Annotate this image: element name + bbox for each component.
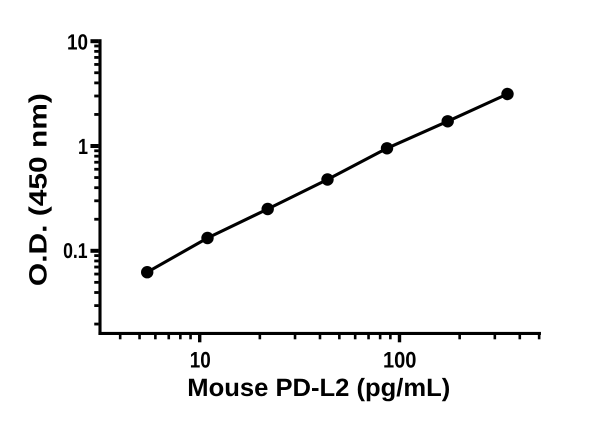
svg-text:O.D. (450 nm): O.D. (450 nm) [25, 93, 53, 286]
svg-text:10: 10 [190, 348, 211, 373]
svg-text:100: 100 [383, 348, 417, 373]
svg-text:10: 10 [67, 29, 88, 54]
svg-text:1: 1 [78, 134, 88, 159]
svg-text:0.1: 0.1 [63, 239, 88, 263]
svg-text:Mouse PD-L2 (pg/mL): Mouse PD-L2 (pg/mL) [187, 374, 450, 402]
